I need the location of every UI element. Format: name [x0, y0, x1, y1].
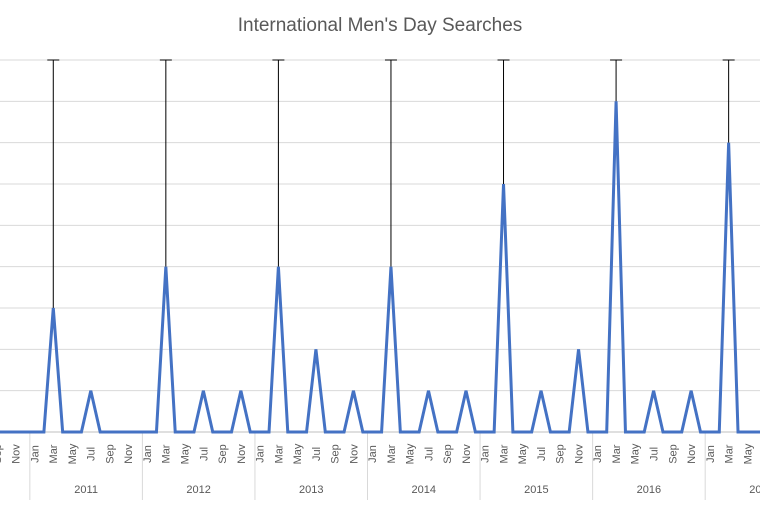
x-tick-label: Nov	[461, 444, 473, 464]
x-tick-label: Jul	[86, 447, 98, 461]
year-label: 2012	[186, 484, 210, 496]
x-tick-label: Sep	[442, 444, 454, 464]
x-tick-label: May	[292, 443, 304, 464]
x-tick-label: Mar	[386, 444, 398, 463]
x-tick-label: May	[630, 443, 642, 464]
x-tick-label: Nov	[573, 444, 585, 464]
year-label: 2015	[524, 484, 548, 496]
x-tick-label: Jan	[142, 445, 154, 463]
year-label: 2016	[637, 484, 661, 496]
x-tick-label: Nov	[236, 444, 248, 464]
x-tick-label: Mar	[48, 444, 60, 463]
x-tick-label: Mar	[724, 444, 736, 463]
x-tick-label: Jan	[367, 445, 379, 463]
year-label: 2013	[299, 484, 323, 496]
x-tick-label: Jul	[423, 447, 435, 461]
x-tick-label: May	[180, 443, 192, 464]
x-tick-label: Jul	[311, 447, 323, 461]
x-tick-label: Nov	[348, 444, 360, 464]
x-tick-label: Jan	[29, 445, 41, 463]
x-tick-label: May	[405, 443, 417, 464]
x-tick-label: Jan	[255, 445, 267, 463]
x-tick-label: Jul	[198, 447, 210, 461]
series-line	[0, 101, 760, 434]
x-tick-label: May	[67, 443, 79, 464]
x-tick-label: May	[517, 443, 529, 464]
x-tick-label: Sep	[0, 444, 4, 464]
year-label: 2011	[74, 484, 98, 496]
x-tick-label: Jan	[480, 445, 492, 463]
x-tick-label: Mar	[498, 444, 510, 463]
year-label: 2014	[412, 484, 436, 496]
x-tick-label: Sep	[330, 444, 342, 464]
x-tick-label: Sep	[217, 444, 229, 464]
x-tick-label: Sep	[667, 444, 679, 464]
chart-title: International Men's Day Searches	[238, 15, 523, 36]
x-tick-label: Jul	[649, 447, 661, 461]
x-tick-label: Sep	[555, 444, 567, 464]
year-label: 2017	[749, 484, 760, 496]
x-tick-label: Nov	[123, 444, 135, 464]
x-tick-label: Sep	[104, 444, 116, 464]
x-tick-label: May	[742, 443, 754, 464]
x-tick-label: Mar	[161, 444, 173, 463]
x-tick-label: Jul	[536, 447, 548, 461]
x-tick-label: Jan	[592, 445, 604, 463]
x-tick-label: Nov	[686, 444, 698, 464]
x-tick-label: Nov	[11, 444, 23, 464]
x-tick-label: Mar	[273, 444, 285, 463]
x-tick-label: Jan	[705, 445, 717, 463]
x-tick-label: Mar	[611, 444, 623, 463]
